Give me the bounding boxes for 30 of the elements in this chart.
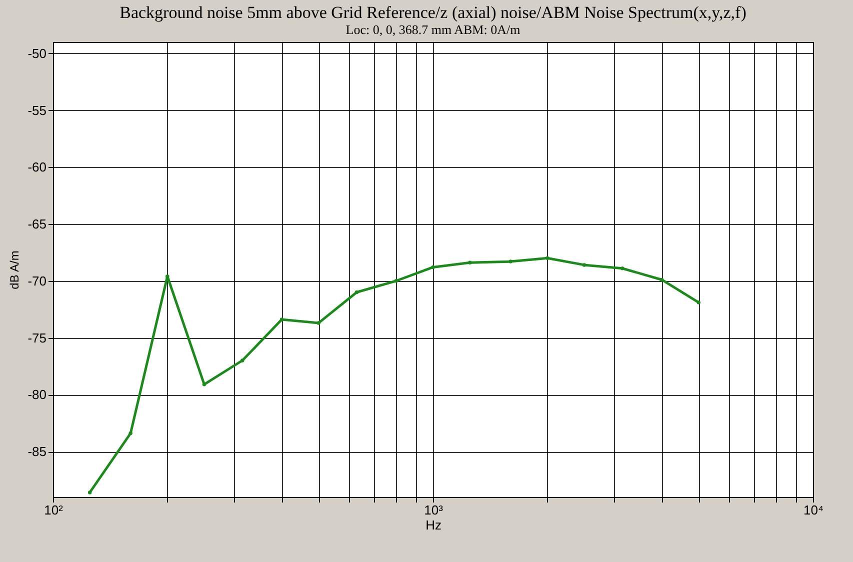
y-tick-label: -85: [28, 444, 46, 459]
point: [240, 358, 244, 362]
point: [660, 278, 664, 282]
point: [280, 318, 284, 322]
point: [620, 266, 624, 270]
point: [582, 263, 586, 267]
y-tick-label: -60: [28, 160, 46, 175]
x-tick-label: 10⁴: [803, 502, 824, 518]
point: [546, 256, 550, 260]
y-tick-label: -80: [28, 387, 46, 402]
point: [696, 300, 700, 304]
point: [468, 260, 472, 265]
x-tick-label: 10²: [44, 502, 64, 518]
point: [88, 490, 92, 494]
point: [316, 321, 320, 325]
point: [202, 382, 206, 386]
y-tick-label: -55: [28, 102, 46, 118]
y-tick-label: -50: [28, 46, 46, 61]
point: [431, 265, 435, 270]
point: [166, 274, 170, 278]
y-tick-label: -65: [28, 216, 46, 232]
y-tick-label: -75: [28, 330, 46, 346]
x-tick-label: 10³: [424, 502, 444, 518]
y-tick-label: -70: [28, 273, 46, 288]
chart-subtitle: Loc: 0, 0, 368.7 mm ABM: 0A/m: [346, 22, 520, 37]
point: [394, 279, 398, 283]
chart-title: Background noise 5mm above Grid Reference/z (axial) noise/ABM Noise Spectrum(x,y,z,f): [120, 3, 746, 22]
x-axis-title: Hz: [426, 518, 442, 532]
y-axis-title: dB A/m: [8, 250, 22, 290]
point: [354, 290, 359, 294]
